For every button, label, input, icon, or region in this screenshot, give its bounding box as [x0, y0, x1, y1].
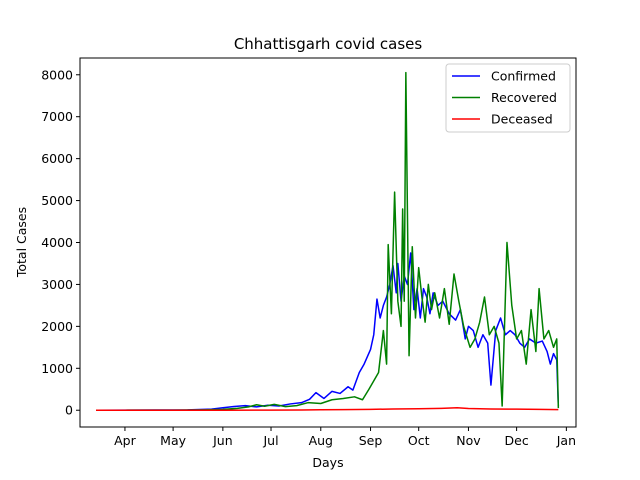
x-tick-label: Nov [456, 433, 481, 448]
legend-box [445, 63, 571, 133]
x-axis: Apr May Jun Jul Aug Sep Oct Nov Dec Jan [114, 427, 576, 448]
x-tick-label: Sep [359, 433, 383, 448]
legend-label-recovered: Recovered [491, 90, 557, 105]
y-tick-label: 2000 [41, 319, 73, 334]
legend-label-deceased: Deceased [491, 112, 553, 127]
plot-area [96, 71, 560, 411]
series-line-confirmed [96, 252, 560, 411]
chart-title: Chhattisgarh covid cases [234, 35, 423, 53]
y-tick-label: 4000 [41, 235, 73, 250]
y-tick-label: 0 [65, 403, 73, 418]
y-tick-label: 6000 [41, 151, 73, 166]
series-line-deceased [96, 406, 559, 411]
y-tick-label: 8000 [41, 67, 73, 82]
y-tick-label: 1000 [41, 361, 73, 376]
y-tick-label: 5000 [41, 193, 73, 208]
x-tick-label: Jun [212, 433, 233, 448]
y-tick-label: 3000 [41, 277, 73, 292]
x-tick-label: Jul [262, 433, 278, 448]
x-tick-label: Oct [408, 433, 430, 448]
x-tick-label: Dec [505, 433, 529, 448]
x-axis-label: Days [312, 455, 343, 470]
legend-label-confirmed: Confirmed [491, 69, 556, 84]
x-tick-label: May [160, 433, 186, 448]
x-tick-label: Apr [114, 433, 136, 448]
y-axis: 0 1000 2000 3000 4000 5000 6000 7000 8000 [41, 67, 80, 418]
legend: Confirmed Recovered Deceased [445, 63, 571, 133]
x-tick-label: Jan [556, 433, 576, 448]
y-tick-label: 7000 [41, 109, 73, 124]
x-tick-label: Aug [309, 433, 333, 448]
series-line-recovered [96, 71, 560, 411]
y-axis-label: Total Cases [14, 207, 29, 278]
